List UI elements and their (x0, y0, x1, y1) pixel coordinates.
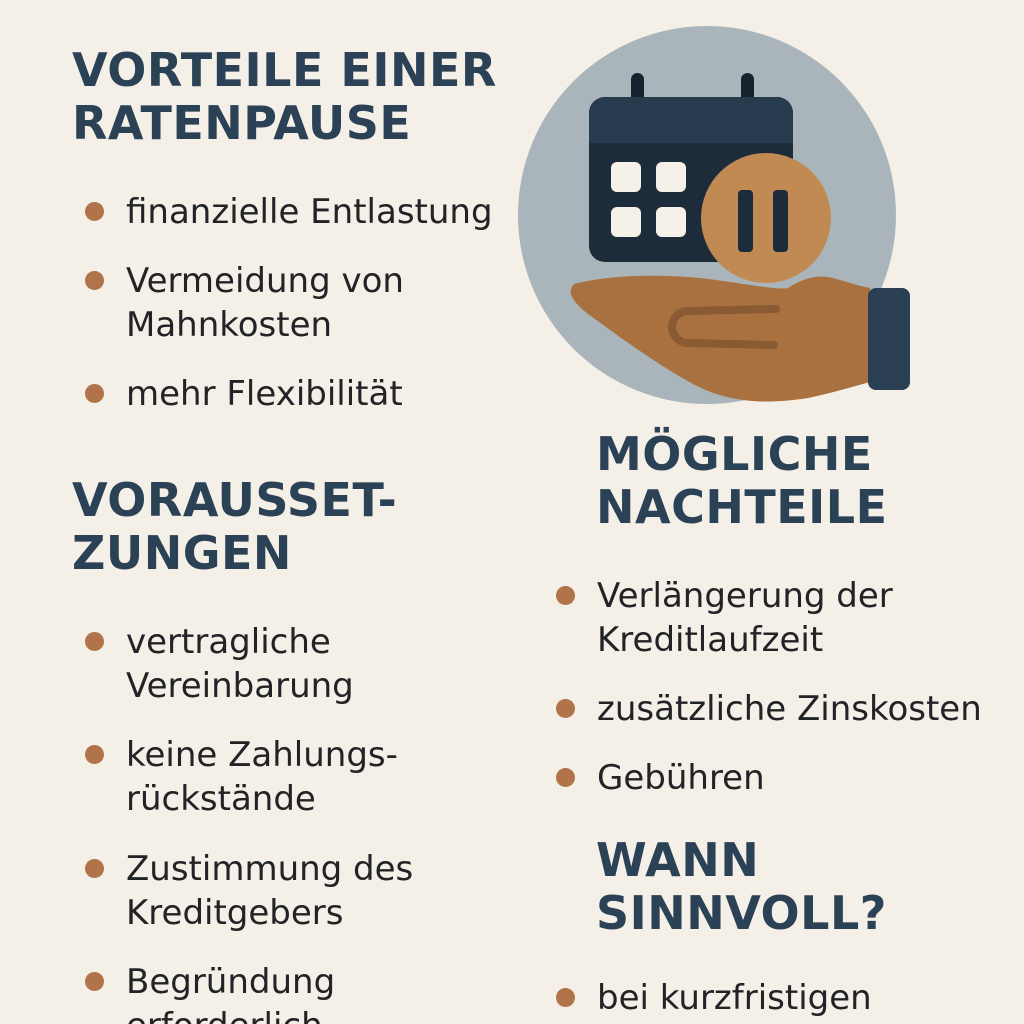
calendar-icon (589, 73, 793, 262)
bullet-dot-icon (85, 270, 104, 290)
list-item: bei kurzfristigen finanziellen (556, 976, 1024, 1024)
sleeve-cuff (868, 288, 910, 390)
finger-crease (668, 305, 780, 349)
bullet-dot-icon (85, 201, 104, 221)
bullet-dot-icon (85, 631, 104, 651)
list-item: mehr Flexibilität (85, 372, 542, 416)
list-item-text: zusätzliche Zinskosten (597, 689, 982, 730)
bullet-dot-icon (85, 971, 104, 991)
bullet-list-wann-sinnvoll: bei kurzfristigen finanziellen (556, 976, 1024, 1024)
list-item: keine Zahlungs- rückstände (85, 733, 542, 821)
hand-icon (570, 275, 870, 402)
list-item: Vermeidung von Mahnkosten (85, 259, 542, 347)
bullet-dot-icon (556, 987, 575, 1007)
bullet-dot-icon (556, 585, 575, 605)
section-voraussetzungen: VORAUSSET- ZUNGEN vertragliche Vereinbar… (72, 474, 542, 1024)
section-vorteile: VORTEILE EINER RATENPAUSE finanzielle En… (72, 44, 542, 417)
list-item-text: Begründung erforderlich (126, 961, 336, 1024)
section-title-wann-sinnvoll: WANN SINNVOLL? (596, 833, 887, 940)
bullet-list-vorteile: finanzielle Entlastung Vermeidung von Ma… (72, 190, 542, 417)
list-item-text: Zustimmung des Kreditgebers (126, 848, 414, 933)
hand-shape (570, 275, 870, 402)
pause-bar (773, 190, 788, 252)
list-item-text: Verlängerung der Kreditlaufzeit (597, 575, 893, 660)
bullet-dot-icon (85, 384, 104, 404)
bullet-dot-icon (556, 768, 575, 788)
list-item: vertragliche Vereinbarung (85, 620, 542, 708)
bullet-dot-icon (85, 745, 104, 765)
section-title-voraussetzungen: VORAUSSET- ZUNGEN (72, 473, 398, 580)
section-title-nachteile: MÖGLICHE NACHTEILE (596, 427, 888, 534)
list-item-text: finanzielle Entlastung (126, 191, 493, 232)
pause-icon (701, 153, 831, 283)
section-nachteile: MÖGLICHE NACHTEILE Verlängerung der Kred… (556, 428, 1024, 801)
bullet-dot-icon (85, 858, 104, 878)
calendar-day-square (611, 207, 641, 237)
list-item: Verlängerung der Kreditlaufzeit (556, 574, 1024, 662)
list-item: finanzielle Entlastung (85, 190, 542, 234)
calendar-day-square (611, 162, 641, 192)
section-wann-sinnvoll: WANN SINNVOLL? bei kurzfristigen finanzi… (556, 834, 1024, 1024)
list-item-text: mehr Flexibilität (126, 374, 403, 415)
bullet-dot-icon (556, 699, 575, 719)
list-item: Begründung erforderlich (85, 960, 542, 1024)
calendar-day-square (656, 162, 686, 192)
bullet-list-voraussetzungen: vertragliche Vereinbarung keine Zahlungs… (72, 620, 542, 1024)
list-item-text: Vermeidung von Mahnkosten (126, 260, 404, 346)
pause-bar (738, 190, 753, 252)
list-item-text: bei kurzfristigen finanziellen (597, 977, 872, 1024)
calendar-day-square (656, 207, 686, 237)
list-item-text: Gebühren (597, 758, 765, 799)
list-item-text: keine Zahlungs- rückstände (126, 735, 398, 820)
list-item: zusätzliche Zinskosten (556, 687, 1024, 731)
list-item-text: vertragliche Vereinbarung (126, 621, 354, 706)
pause-badge-circle (701, 153, 831, 283)
list-item: Gebühren (556, 756, 1024, 800)
list-item: Zustimmung des Kreditgebers (85, 847, 542, 935)
bullet-list-nachteile: Verlängerung der Kreditlaufzeit zusätzli… (556, 574, 1024, 801)
section-title-vorteile: VORTEILE EINER RATENPAUSE (72, 43, 497, 150)
hand-holding-calendar-illustration (518, 26, 910, 404)
calendar-header (589, 97, 793, 143)
